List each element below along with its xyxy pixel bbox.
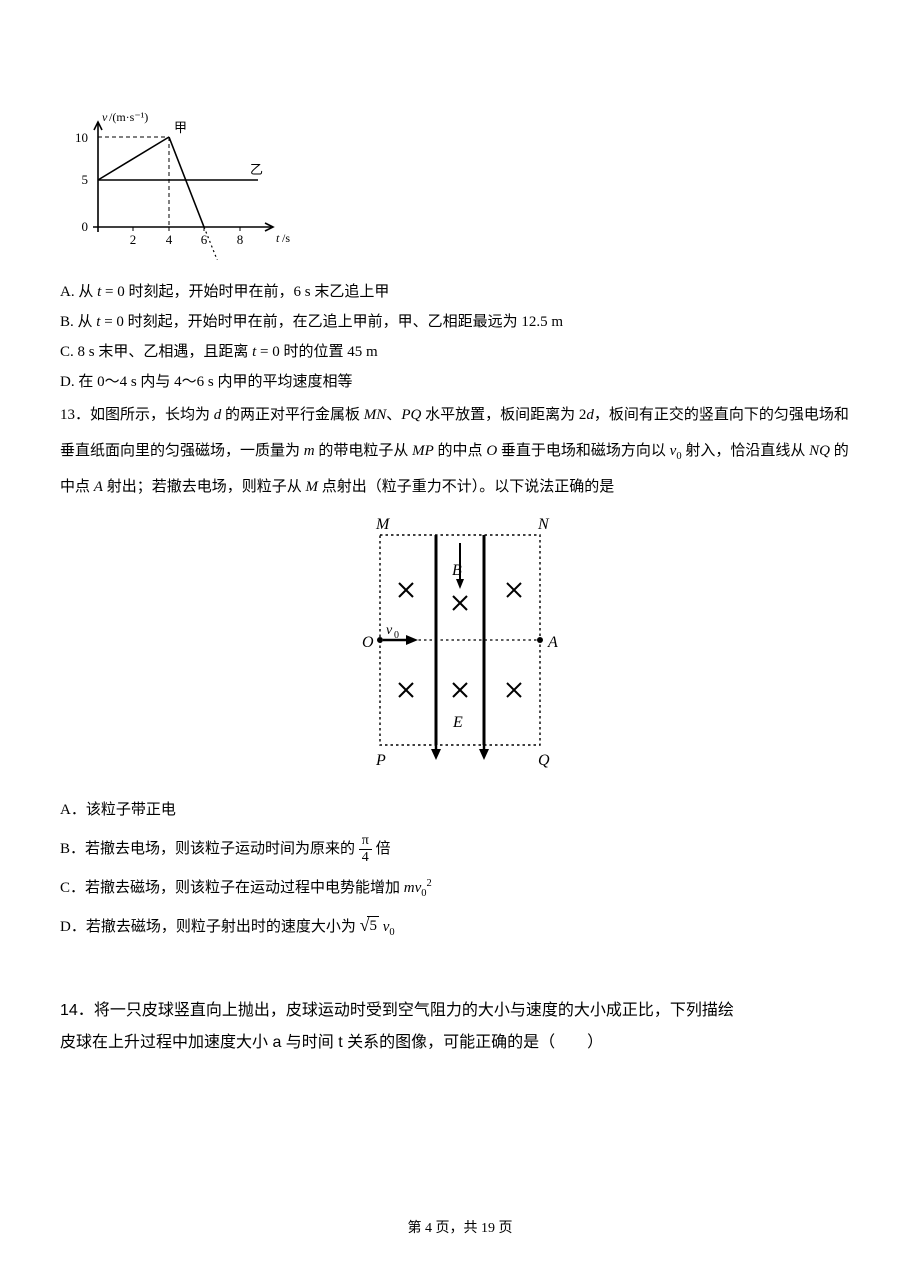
svg-text:N: N bbox=[537, 516, 550, 533]
svg-text:t: t bbox=[276, 231, 280, 245]
q13-options: A．该粒子带正电 B．若撤去电场，则该粒子运动时间为原来的 π4 倍 C．若撤去… bbox=[60, 791, 860, 947]
svg-text:6: 6 bbox=[201, 232, 208, 247]
q14-stem: 14．将一只皮球竖直向上抛出，皮球运动时受到空气阻力的大小与速度的大小成正比，下… bbox=[60, 995, 860, 1059]
q12-options: A. 从 t = 0 时刻起，开始时甲在前，6 s 末乙追上甲 B. 从 t =… bbox=[60, 277, 860, 397]
q14-number: 14． bbox=[60, 1002, 94, 1019]
q13-d-root: √5 bbox=[360, 916, 379, 935]
svg-text:8: 8 bbox=[237, 232, 244, 247]
q12-option-a: A. 从 t = 0 时刻起，开始时甲在前，6 s 末乙追上甲 bbox=[60, 277, 860, 307]
svg-text:v: v bbox=[386, 623, 393, 638]
q13-option-b: B．若撤去电场，则该粒子运动时间为原来的 π4 倍 bbox=[60, 830, 860, 869]
q13-option-a: A．该粒子带正电 bbox=[60, 791, 860, 830]
q12-option-b: B. 从 t = 0 时刻起，开始时甲在前，在乙追上甲前，甲、乙相距最远为 12… bbox=[60, 307, 860, 337]
q13-stem: 13．如图所示，长均为 d 的两正对平行金属板 MN、PQ 水平放置，板间距离为… bbox=[60, 397, 860, 505]
vt-chart-svg: 0 5 10 2 4 6 8 甲 乙 v bbox=[60, 110, 290, 260]
svg-text:甲: 甲 bbox=[174, 120, 187, 135]
page-footer: 第 4 页，共 19 页 bbox=[0, 1216, 920, 1243]
q13-d-lead: D．若撤去磁场，则粒子射出时的速度大小为 bbox=[60, 919, 360, 935]
svg-text:M: M bbox=[375, 516, 391, 533]
svg-text:0: 0 bbox=[394, 630, 399, 641]
q13-figure-svg: B E v0 M N bbox=[355, 515, 565, 775]
q13-option-c: C．若撤去磁场，则该粒子在运动过程中电势能增加 mv02 bbox=[60, 869, 860, 908]
svg-text:0: 0 bbox=[82, 219, 89, 234]
q13-c-lead: C．若撤去磁场，则该粒子在运动过程中电势能增加 bbox=[60, 880, 404, 896]
svg-text:2: 2 bbox=[130, 232, 137, 247]
q13-number: 13． bbox=[60, 407, 90, 423]
svg-text:/s: /s bbox=[282, 231, 290, 245]
q13-c-mv: mv bbox=[404, 880, 422, 896]
q12-option-d: D. 在 0～4 s 内与 4～6 s 内甲的平均速度相等 bbox=[60, 367, 860, 397]
svg-text:v: v bbox=[102, 110, 108, 124]
q12-chart: 0 5 10 2 4 6 8 甲 乙 v bbox=[60, 110, 860, 271]
svg-text:乙: 乙 bbox=[250, 162, 263, 177]
svg-text:B: B bbox=[452, 562, 462, 579]
svg-text:10: 10 bbox=[75, 130, 88, 145]
q13-figure: B E v0 M N bbox=[60, 515, 860, 775]
svg-text:4: 4 bbox=[166, 232, 173, 247]
svg-text:O: O bbox=[362, 634, 374, 651]
q14-stem-line2: 皮球在上升过程中加速度大小 a 与时间 t 关系的图像，可能正确的是（ ） bbox=[60, 1034, 603, 1051]
svg-text:/(m·s⁻¹): /(m·s⁻¹) bbox=[109, 110, 148, 124]
q14-stem-line1: 将一只皮球竖直向上抛出，皮球运动时受到空气阻力的大小与速度的大小成正比，下列描绘 bbox=[94, 1002, 734, 1019]
q13-b-tail: 倍 bbox=[376, 841, 391, 857]
page-total: 19 bbox=[481, 1221, 495, 1236]
q13-option-d: D．若撤去磁场，则粒子射出时的速度大小为 √5 v0 bbox=[60, 908, 860, 947]
svg-text:P: P bbox=[375, 752, 386, 769]
svg-text:A: A bbox=[547, 634, 558, 651]
svg-text:5: 5 bbox=[82, 172, 89, 187]
q13-b-fraction: π4 bbox=[359, 833, 372, 865]
q13-b-lead: B．若撤去电场，则该粒子运动时间为原来的 bbox=[60, 841, 355, 857]
q12-option-c: C. 8 s 末甲、乙相遇，且距离 t = 0 时的位置 45 m bbox=[60, 337, 860, 367]
svg-text:Q: Q bbox=[538, 752, 550, 769]
svg-text:E: E bbox=[452, 714, 463, 731]
page-number: 4 bbox=[425, 1221, 432, 1236]
